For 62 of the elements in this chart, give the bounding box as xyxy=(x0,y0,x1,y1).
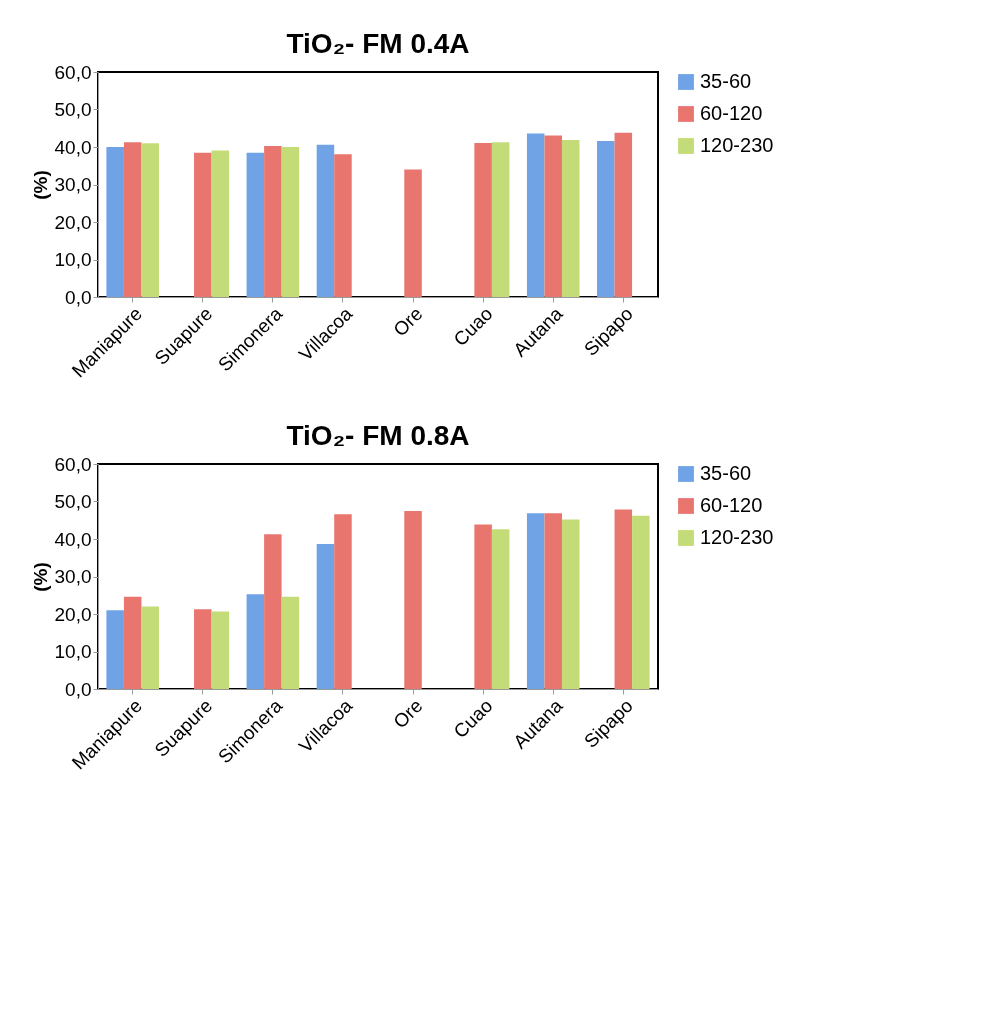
legend-label: 120-230 xyxy=(700,526,774,548)
bar xyxy=(334,154,352,297)
bar xyxy=(141,606,159,689)
bar xyxy=(211,611,230,689)
y-tick-label: 10,0 xyxy=(54,249,92,270)
legend-label: 35-60 xyxy=(700,70,752,92)
y-tick-label: 30,0 xyxy=(54,566,92,587)
y-axis-title: (%) xyxy=(29,562,51,592)
bar xyxy=(141,143,159,297)
bar xyxy=(123,596,142,689)
bar xyxy=(561,519,580,689)
bar xyxy=(404,169,422,297)
bar xyxy=(614,509,633,689)
bar xyxy=(491,529,510,689)
legend-label: 60-120 xyxy=(700,102,763,124)
bar xyxy=(211,150,230,297)
bar xyxy=(106,147,124,297)
bar xyxy=(264,145,282,297)
y-tick-label: 30,0 xyxy=(54,174,92,195)
bar xyxy=(246,152,265,297)
bar xyxy=(334,514,352,689)
legend-label: 60-120 xyxy=(700,494,763,516)
y-tick-label: 0,0 xyxy=(65,286,92,308)
x-tick-label: Ore xyxy=(389,695,427,733)
bar xyxy=(526,133,545,297)
legend-label: 120-230 xyxy=(700,134,774,156)
bar xyxy=(246,594,265,689)
bar xyxy=(281,147,300,297)
y-tick-label: 60,0 xyxy=(54,453,92,475)
bar xyxy=(597,141,615,297)
bar xyxy=(194,152,212,297)
chart-title: TiO₂- FM 0.4A xyxy=(286,28,470,59)
bar xyxy=(123,142,142,297)
bar xyxy=(264,534,282,689)
y-tick-label: 0,0 xyxy=(65,678,92,700)
y-tick-label: 10,0 xyxy=(54,641,92,662)
y-axis-title: (%) xyxy=(29,170,51,200)
bar xyxy=(106,610,124,689)
x-tick-label: Ore xyxy=(389,303,427,341)
bar xyxy=(544,513,562,689)
y-tick-label: 40,0 xyxy=(54,136,92,158)
y-tick-label: 20,0 xyxy=(54,603,92,625)
bar xyxy=(632,515,650,689)
bar xyxy=(561,139,580,297)
y-tick-label: 50,0 xyxy=(54,99,92,120)
legend-label: 35-60 xyxy=(700,462,752,484)
bar xyxy=(281,596,300,689)
y-tick-label: 20,0 xyxy=(54,211,92,233)
bar xyxy=(194,609,212,689)
bar xyxy=(544,135,562,297)
y-tick-label: 50,0 xyxy=(54,491,92,512)
bar xyxy=(404,510,422,689)
chart-title: TiO₂- FM 0.8A xyxy=(286,420,470,451)
bar xyxy=(474,524,492,689)
y-tick-label: 60,0 xyxy=(54,61,92,83)
bar xyxy=(474,142,492,297)
y-tick-label: 40,0 xyxy=(54,528,92,550)
bar xyxy=(526,513,545,689)
bar xyxy=(491,142,510,297)
bar xyxy=(316,543,335,689)
bar xyxy=(614,132,633,297)
bar xyxy=(316,144,335,297)
